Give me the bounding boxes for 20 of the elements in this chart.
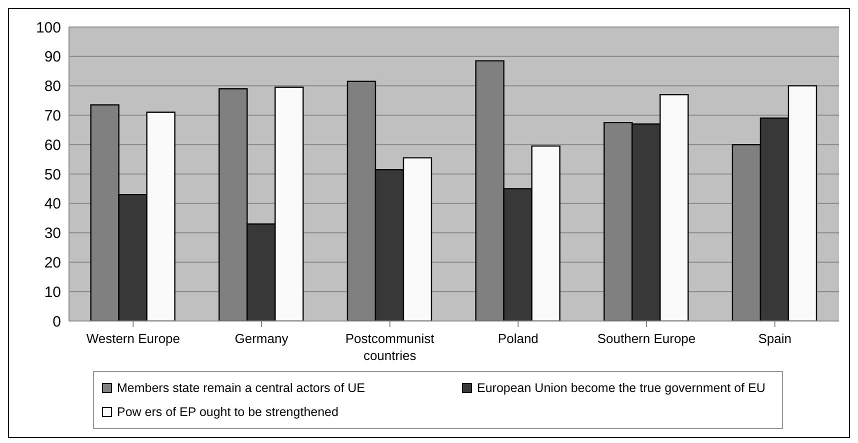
y-tick-label: 20 <box>44 254 61 272</box>
x-tick-label: Southern Europe <box>597 331 696 346</box>
y-tick-label: 60 <box>44 136 61 154</box>
x-tick-label: Germany <box>234 331 289 346</box>
x-tick-label: Postcommunist countries <box>345 331 435 363</box>
legend-label: Pow ers of EP ought to be strengthened <box>117 405 338 419</box>
x-tick-label: Poland <box>498 331 538 346</box>
legend-label: European Union become the true government of EU <box>477 381 766 395</box>
y-tick-label: 10 <box>44 284 61 301</box>
y-tick-label: 80 <box>44 78 61 96</box>
y-tick-label: 70 <box>44 108 61 125</box>
x-tick-label: Western Europe <box>86 331 180 346</box>
legend-label: Members state remain a central actors of UE <box>117 381 366 395</box>
y-tick-label: 40 <box>44 196 61 213</box>
y-tick-label: 50 <box>44 166 61 184</box>
y-tick-label: 30 <box>44 225 61 242</box>
y-tick-label: 0 <box>52 313 61 330</box>
x-tick-label: Spain <box>758 331 792 346</box>
y-tick-label: 90 <box>44 48 61 66</box>
y-tick-label: 100 <box>36 19 61 36</box>
